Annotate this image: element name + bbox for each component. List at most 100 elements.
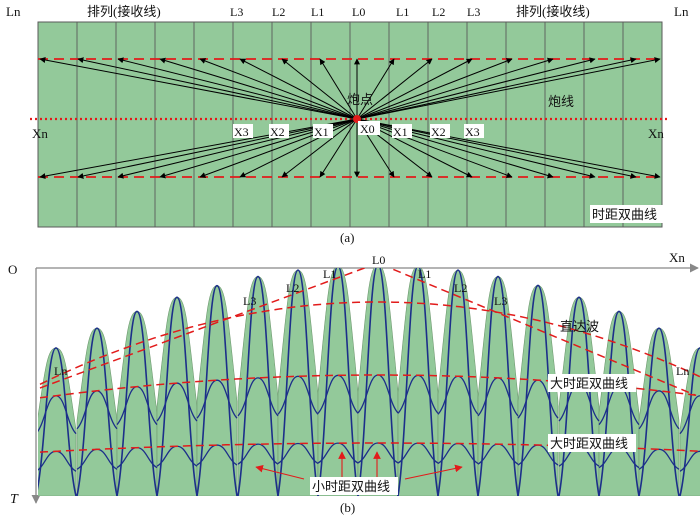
trace-curve-middle bbox=[638, 390, 680, 430]
trace-fill bbox=[397, 268, 439, 496]
ray-arrow bbox=[356, 58, 433, 120]
ray-arrow bbox=[356, 58, 473, 120]
trace-curves bbox=[38, 268, 700, 496]
shot-line-label: 炮线 bbox=[548, 94, 574, 109]
ray-arrow bbox=[319, 118, 358, 178]
x-axis-label: Xn bbox=[669, 250, 685, 265]
origin-label: O bbox=[8, 262, 17, 277]
ray-arrow bbox=[356, 58, 395, 120]
hyperbola-label-box bbox=[590, 205, 664, 223]
top-label-l1-right: L1 bbox=[396, 5, 409, 19]
ray-arrow bbox=[356, 57, 554, 120]
ray-arrow bbox=[356, 57, 596, 120]
x-label-x3-right: X3 bbox=[465, 125, 480, 139]
top-label-ln-right: Ln bbox=[674, 4, 689, 19]
ray-arrow bbox=[117, 57, 358, 120]
top-label-l2-left: L2 bbox=[272, 5, 285, 19]
trace-label-l1-left: L1 bbox=[323, 267, 336, 281]
trace-curve-middle bbox=[277, 375, 319, 415]
trace-label-l1-right: L1 bbox=[418, 267, 431, 281]
ray-arrow bbox=[77, 57, 358, 120]
trace-curve-top bbox=[679, 347, 700, 496]
ray-arrow bbox=[39, 118, 358, 179]
trace-curve-top bbox=[517, 284, 559, 496]
trace-curve-top bbox=[237, 275, 279, 496]
trace-label-ln-right: Ln bbox=[676, 364, 689, 378]
hyperbola-label: 时距双曲线 bbox=[592, 207, 657, 222]
trace-curve-top bbox=[156, 296, 198, 496]
ray-arrow bbox=[356, 57, 661, 120]
hyperbola-lines bbox=[30, 58, 668, 178]
trace-curve-top bbox=[317, 268, 359, 496]
ray-arrows bbox=[39, 57, 661, 179]
trace-fill bbox=[437, 269, 479, 496]
top-label-l2-right: L2 bbox=[432, 5, 445, 19]
top-label-l0: L0 bbox=[352, 5, 365, 19]
trace-fills bbox=[38, 268, 700, 496]
trace-curve-top bbox=[397, 268, 439, 496]
ray-arrow bbox=[356, 57, 637, 120]
trace-curve-top bbox=[196, 284, 238, 496]
caption-b: (b) bbox=[340, 500, 355, 515]
trace-curve-top bbox=[477, 275, 519, 496]
small-hyperbola-box bbox=[310, 477, 398, 495]
top-label-l3-left: L3 bbox=[230, 5, 243, 19]
trace-curve-top bbox=[437, 269, 479, 496]
ray-arrow bbox=[281, 118, 358, 178]
x-label-x3-left: X3 bbox=[234, 125, 249, 139]
direct-wave-line bbox=[39, 268, 696, 396]
hyperbola-dashed-1 bbox=[39, 301, 700, 385]
ray-arrow bbox=[356, 58, 513, 120]
ray-arrow bbox=[356, 118, 513, 178]
ray-arrow bbox=[77, 118, 358, 179]
trace-curve-bottom bbox=[237, 443, 279, 465]
ray-arrow bbox=[159, 57, 358, 120]
trace-fill bbox=[76, 327, 118, 496]
ray-arrow bbox=[356, 118, 554, 179]
ray-arrow bbox=[39, 57, 358, 120]
ray-arrow bbox=[281, 58, 358, 120]
large-hyperbola-label-2: 大时距双曲线 bbox=[550, 436, 628, 451]
trace-curve-top bbox=[638, 327, 680, 496]
top-label-array-left: 排列(接收线) bbox=[87, 4, 161, 19]
top-label-l1-left: L1 bbox=[311, 5, 324, 19]
trace-curve-top bbox=[38, 347, 77, 496]
trace-fill bbox=[317, 268, 359, 496]
trace-curve-middle bbox=[237, 377, 279, 417]
trace-fill bbox=[598, 311, 640, 496]
x-label-xn-right: Xn bbox=[648, 126, 664, 141]
trace-fill bbox=[357, 268, 399, 496]
top-label-l3-right: L3 bbox=[467, 5, 480, 19]
trace-label-l2-left: L2 bbox=[286, 281, 299, 295]
caption-a: (a) bbox=[340, 230, 354, 245]
t-axis-label: T bbox=[10, 492, 19, 507]
x-label-x2-left: X2 bbox=[270, 125, 285, 139]
top-label-ln-left: Ln bbox=[6, 4, 21, 19]
large-hyperbola-label-1: 大时距双曲线 bbox=[550, 376, 628, 391]
x-label-boxes bbox=[233, 121, 484, 138]
trace-curve-top bbox=[116, 310, 158, 496]
trace-fill bbox=[237, 276, 279, 496]
panel-a: Ln 排列(接收线) L3 L2 L1 L0 L1 L2 L3 排列(接收线) … bbox=[6, 4, 689, 245]
shot-point-label: 炮点 bbox=[347, 92, 373, 107]
trace-curve-bottom bbox=[317, 442, 359, 464]
trace-curve-bottom bbox=[638, 448, 680, 470]
ray-arrow bbox=[319, 58, 358, 120]
small-hyperbola-label: 小时距双曲线 bbox=[312, 479, 390, 494]
ray-arrow bbox=[239, 118, 358, 178]
trace-curve-bottom bbox=[196, 444, 238, 466]
trace-label-l3-right: L3 bbox=[494, 294, 507, 308]
trace-curve-bottom bbox=[679, 450, 700, 472]
trace-label-l2-right: L2 bbox=[454, 281, 467, 295]
x-label-x1-left: X1 bbox=[314, 125, 329, 139]
trace-label-ln-left: Ln bbox=[54, 364, 67, 378]
direct-wave-label: 直达波 bbox=[560, 319, 599, 334]
trace-label-l3-left: L3 bbox=[243, 294, 256, 308]
x-label-x1-right: X1 bbox=[393, 125, 408, 139]
trace-curve-top bbox=[76, 327, 118, 496]
panel-b: O Xn T Ln L3 L2 L1 L0 L1 L2 L3 Ln 直达波 大时… bbox=[8, 250, 700, 515]
large-hyperbola-box-2 bbox=[548, 434, 636, 452]
trace-curve-top bbox=[357, 268, 399, 496]
trace-curve-middle bbox=[679, 395, 700, 435]
